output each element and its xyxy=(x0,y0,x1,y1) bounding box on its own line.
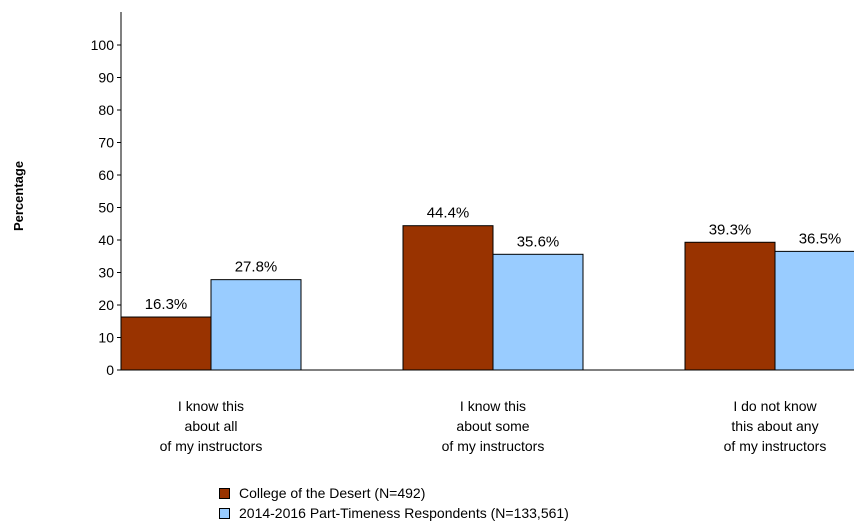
legend-item-respondents: 2014-2016 Part-Timeness Respondents (N=1… xyxy=(219,503,569,523)
x-category-label: about some xyxy=(456,418,529,434)
y-tick-label: 10 xyxy=(98,330,114,346)
y-axis-label: Percentage xyxy=(11,161,26,231)
y-tick-label: 80 xyxy=(98,102,114,118)
bar-respondents xyxy=(492,253,584,371)
x-category-label: of my instructors xyxy=(160,438,263,454)
y-tick-label: 30 xyxy=(98,265,114,281)
y-tick-label: 100 xyxy=(91,37,115,53)
x-category-label: of my instructors xyxy=(724,438,827,454)
y-tick-label: 60 xyxy=(98,167,114,183)
x-category-label: this about any xyxy=(731,418,818,434)
legend-label-college: College of the Desert (N=492) xyxy=(239,485,426,501)
bar-value-label: 44.4% xyxy=(427,205,470,222)
bar-value-label: 16.3% xyxy=(145,296,188,313)
x-category-label: I do not know xyxy=(733,398,817,414)
x-category-label: I know this xyxy=(178,398,244,414)
y-tick-label: 0 xyxy=(106,362,114,378)
y-tick-label: 90 xyxy=(98,70,114,86)
legend-swatch-college xyxy=(219,487,230,499)
y-tick-label: 40 xyxy=(98,232,114,248)
legend: College of the Desert (N=492) 2014-2016 … xyxy=(219,483,569,523)
bar-college xyxy=(684,241,776,371)
x-category-label: about all xyxy=(185,418,238,434)
bar-value-label: 36.5% xyxy=(799,230,842,247)
bar-respondents xyxy=(774,250,854,371)
y-tick-label: 50 xyxy=(98,200,114,216)
bar-respondents xyxy=(210,279,302,371)
y-tick-label: 70 xyxy=(98,135,114,151)
x-category-label: of my instructors xyxy=(442,438,545,454)
bar-value-label: 39.3% xyxy=(709,221,752,238)
bar-college xyxy=(402,225,494,371)
bar-value-label: 27.8% xyxy=(235,259,278,276)
legend-swatch-respondents xyxy=(219,507,230,519)
y-tick-label: 20 xyxy=(98,297,114,313)
bar-college xyxy=(120,316,212,371)
legend-item-college: College of the Desert (N=492) xyxy=(219,483,569,503)
plot-area: 0 10 20 30 40 50 60 70 80 90 100 16.3% 27.8% I know t… xyxy=(91,12,854,454)
legend-label-respondents: 2014-2016 Part-Timeness Respondents (N=1… xyxy=(239,505,569,521)
x-category-label: I know this xyxy=(460,398,526,414)
bar-value-label: 35.6% xyxy=(517,233,560,250)
